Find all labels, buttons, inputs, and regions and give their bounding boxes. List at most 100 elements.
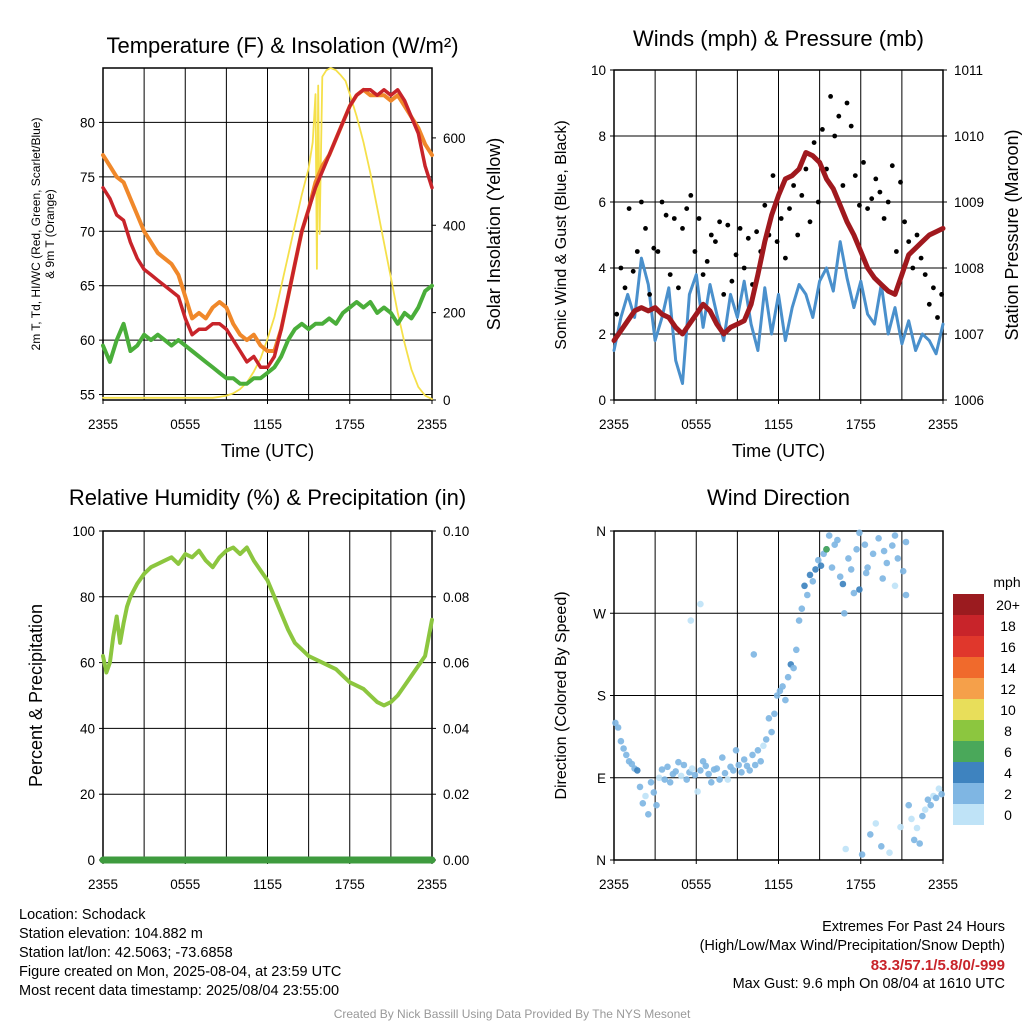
colorbar-swatch: [953, 636, 984, 657]
colorbar-label: 18: [1000, 618, 1016, 634]
gust-point: [741, 265, 747, 271]
wind-direction-point: [721, 769, 729, 777]
extremes-title: Extremes For Past 24 Hours: [822, 919, 1005, 935]
gust-point: [688, 193, 694, 198]
y2-tick-label: 1010: [954, 129, 984, 144]
gust-point: [918, 255, 924, 261]
y-axis-label: Percent & Precipitation: [26, 604, 46, 787]
wind-direction-point: [653, 801, 660, 809]
gust-point: [696, 216, 702, 221]
wind-direction-point: [801, 582, 808, 590]
wind-speed-colorbar: mph 20+ 18 16 14 12 10 8 6 4 2 0: [953, 574, 1021, 825]
colorbar-swatch: [953, 615, 984, 636]
wind-direction-point: [891, 532, 899, 539]
y-tick-label: N: [596, 524, 606, 539]
wind-direction-point: [850, 589, 858, 597]
x-tick-label: 1155: [764, 877, 793, 892]
x-tick-label: 2355: [88, 877, 118, 892]
gust-point: [803, 166, 809, 172]
x-tick-label: 2355: [599, 417, 629, 432]
gust-point: [659, 199, 665, 205]
y2-tick-label: 0.02: [443, 787, 469, 802]
wind-direction-point: [730, 767, 737, 774]
gust-point: [836, 113, 842, 119]
wind-direction-point: [719, 754, 726, 761]
chart-humidity: 2355 0555 1155 1755 2355 0 20 40 60 80 100 0.00 0.02…: [26, 485, 470, 892]
series-line-wind: [612, 240, 945, 385]
x-tick-label: 1155: [764, 417, 793, 432]
gust-point: [807, 219, 813, 225]
wind-direction-point: [677, 772, 685, 780]
x-tick-label: 0555: [170, 877, 200, 892]
chart-title: Relative Humidity (%) & Precipitation (i…: [69, 485, 466, 510]
wind-direction-point: [872, 820, 880, 827]
gust-point: [931, 285, 936, 291]
wind-direction-point: [732, 747, 740, 754]
wind-direction-point: [856, 586, 863, 593]
wind-direction-point: [812, 566, 819, 573]
gust-point: [622, 285, 628, 291]
y-tick-label: 60: [80, 656, 95, 671]
gust-point: [634, 249, 640, 254]
wind-direction-point: [702, 762, 710, 770]
wind-direction-point: [825, 532, 833, 539]
wind-direction-point: [856, 529, 863, 537]
wind-direction-point: [834, 536, 841, 544]
gust-point: [680, 226, 685, 231]
wind-direction-point: [828, 564, 836, 571]
wind-direction-point: [757, 758, 764, 765]
wind-direction-point: [782, 696, 789, 704]
gust-point: [795, 232, 801, 238]
gust-point: [717, 219, 722, 225]
chart-temperature: 2355 0555 1155 1755 2355 55 60 65 70 75 80 0 200 400 6…: [29, 33, 504, 461]
gust-point: [684, 206, 690, 212]
y-tick-label: 80: [80, 115, 95, 130]
wind-direction-point: [910, 836, 918, 844]
gust-point: [692, 249, 698, 254]
x-tick-label: 2355: [599, 877, 629, 892]
wind-direction-point: [650, 789, 658, 796]
wind-direction-point: [883, 559, 891, 567]
y2-tick-label: 0.06: [443, 656, 469, 671]
wind-direction-point: [760, 742, 767, 750]
gust-point: [844, 100, 850, 106]
y-tick-label: 6: [598, 195, 606, 210]
x-tick-label: 1155: [253, 877, 282, 892]
colorbar-swatch: [953, 741, 984, 762]
wind-direction-point: [804, 591, 811, 599]
wind-direction-point: [754, 747, 762, 754]
gust-point: [737, 226, 743, 231]
colorbar-label: 10: [1000, 702, 1016, 718]
wind-direction-point: [762, 736, 770, 743]
wind-direction-point: [784, 673, 792, 681]
y2-tick-label: 0.00: [443, 853, 469, 868]
wind-direction-point: [666, 779, 674, 786]
x-tick-label: 1755: [335, 877, 365, 892]
gust-point: [898, 179, 903, 185]
y-tick-label: N: [596, 853, 606, 868]
colorbar-label: 2: [1004, 786, 1012, 802]
gust-point: [857, 202, 862, 208]
series-line-rh: [101, 545, 434, 708]
chart-wind-direction: 2355 0555 1155 1755 2355 N E S W N Wind Direction D…: [553, 485, 958, 892]
chart-winds: 2355 0555 1155 1755 2355 0 2 4 6 8 10 1006 1007 1008 1…: [553, 26, 1022, 461]
series-line-temp_2m: [101, 88, 434, 370]
gust-point: [639, 199, 644, 205]
colorbar-swatch: [953, 762, 984, 783]
y-tick-label: 0: [598, 393, 606, 408]
wind-direction-point: [886, 849, 893, 856]
wind-direction-point: [793, 646, 800, 654]
y-tick-label: S: [597, 689, 606, 704]
gust-point: [852, 173, 858, 179]
wind-direction-point: [932, 794, 940, 802]
station-elevation: Station elevation: 104.882 m: [19, 926, 203, 942]
colorbar-label: 16: [1000, 639, 1016, 655]
wind-direction-point: [809, 578, 817, 585]
wind-direction-point: [815, 556, 822, 564]
gust-point: [671, 216, 677, 221]
series-line-dewpoint: [101, 283, 434, 386]
y-tick-label: 60: [80, 333, 95, 348]
y2-tick-label: 0.08: [443, 590, 469, 605]
wind-direction-point: [768, 728, 775, 736]
gust-point: [914, 232, 920, 238]
